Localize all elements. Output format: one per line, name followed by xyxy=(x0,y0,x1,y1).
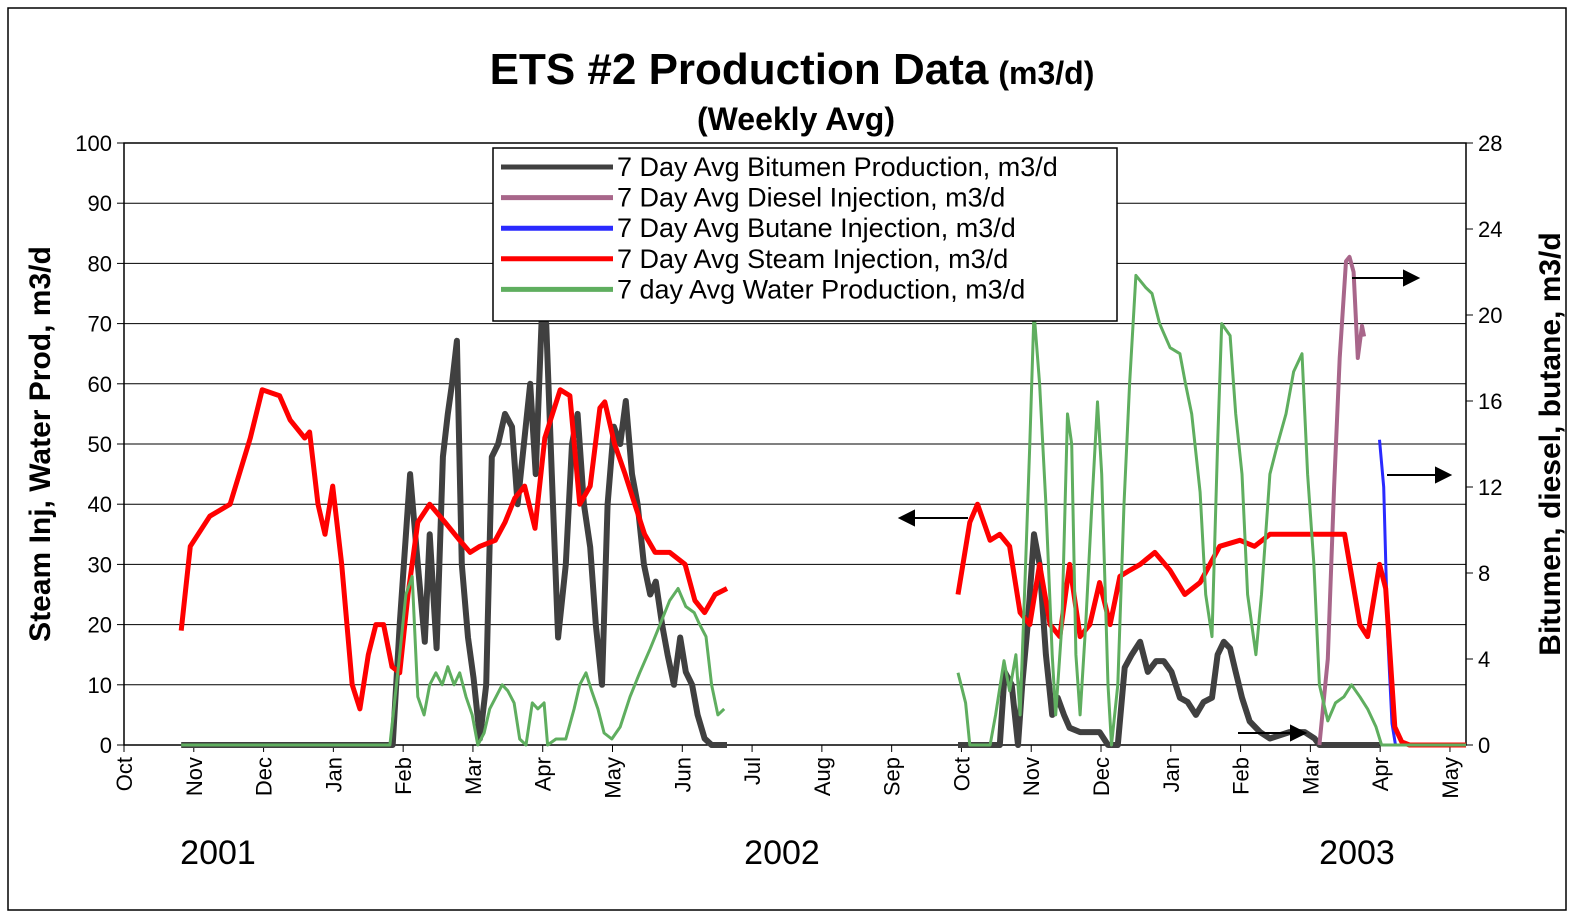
y2-axis-label: Bitumen, diesel, butane, m3/d xyxy=(1534,232,1567,655)
x-tick-label: Jun xyxy=(670,757,695,792)
x-tick-label: Oct xyxy=(949,757,974,791)
y-tick-label: 80 xyxy=(88,251,112,276)
series-line xyxy=(181,273,1466,747)
x-tick-label: Apr xyxy=(1368,757,1393,791)
legend-box xyxy=(492,147,1118,322)
x-tick-label: Nov xyxy=(182,757,207,796)
y2-tick-label: 28 xyxy=(1478,131,1502,156)
legend-label: 7 Day Avg Butane Injection, m3/d xyxy=(617,213,1016,243)
x-tick-label: Dec xyxy=(1089,757,1114,796)
chart-title: ETS #2 Production Data (m3/d) xyxy=(490,45,1095,94)
x-tick-label: Dec xyxy=(252,757,277,796)
y-tick-label: 70 xyxy=(88,312,112,337)
y-tick-label: 0 xyxy=(100,733,112,758)
series-line xyxy=(1317,254,1367,746)
y-tick-label: 90 xyxy=(88,191,112,216)
arrow-head xyxy=(1403,269,1421,287)
x-tick-label: Oct xyxy=(112,757,137,791)
y-tick-label: 30 xyxy=(88,552,112,577)
chart-subtitle: (Weekly Avg) xyxy=(697,101,895,137)
x-tick-label: Aug xyxy=(810,757,835,796)
year-label: 2002 xyxy=(744,834,820,872)
year-label: 2001 xyxy=(180,834,256,872)
y2-tick-label: 24 xyxy=(1478,217,1502,242)
x-tick-label: Feb xyxy=(1229,757,1254,795)
series-line xyxy=(178,387,1466,748)
y-tick-label: 50 xyxy=(88,432,112,457)
legend-label: 7 Day Avg Diesel Injection, m3/d xyxy=(617,183,1005,213)
year-label: 2003 xyxy=(1319,834,1395,872)
x-tick-label: May xyxy=(1438,757,1463,799)
y2-tick-label: 12 xyxy=(1478,475,1502,500)
series-line xyxy=(181,307,1380,748)
x-tick-label: Jul xyxy=(740,757,765,785)
y-tick-label: 10 xyxy=(88,673,112,698)
x-tick-label: Sep xyxy=(880,757,905,796)
y-tick-label: 60 xyxy=(88,372,112,397)
x-tick-label: Apr xyxy=(531,757,556,791)
y2-tick-label: 8 xyxy=(1478,561,1490,586)
arrow-head xyxy=(897,509,915,527)
plot-area: 0 10 20 30 40 50 60 70 80 90 100 0 4 8 12 16 20 24 28 Oct No… xyxy=(75,131,1502,799)
y-tick-label: 40 xyxy=(88,492,112,517)
x-tick-label: Jan xyxy=(321,757,346,792)
legend-label: 7 day Avg Water Production, m3/d xyxy=(617,274,1025,304)
x-tick-label: Nov xyxy=(1019,757,1044,796)
x-tick-label: Mar xyxy=(461,757,486,795)
arrows xyxy=(897,269,1453,742)
y-tick-label: 20 xyxy=(88,613,112,638)
plot-border xyxy=(123,142,1467,746)
x-tick-label: May xyxy=(601,757,626,799)
x-tick-label: Jan xyxy=(1159,757,1184,792)
x-tick-label: Feb xyxy=(391,757,416,795)
x-tick-label: Mar xyxy=(1298,757,1323,795)
arrow-head xyxy=(1435,466,1453,484)
y2-tick-label: 0 xyxy=(1478,733,1490,758)
y2-tick-label: 4 xyxy=(1478,647,1490,672)
legend-label: 7 Day Avg Steam Injection, m3/d xyxy=(617,244,1008,274)
y-tick-label: 100 xyxy=(75,131,112,156)
y2-tick-label: 16 xyxy=(1478,389,1502,414)
legend-label: 7 Day Avg Bitumen Production, m3/d xyxy=(617,152,1058,182)
arrow-head xyxy=(1290,724,1308,742)
y-axis-label: Steam Inj, Water Prod, m3/d xyxy=(24,246,57,642)
y2-tick-label: 20 xyxy=(1478,303,1502,328)
